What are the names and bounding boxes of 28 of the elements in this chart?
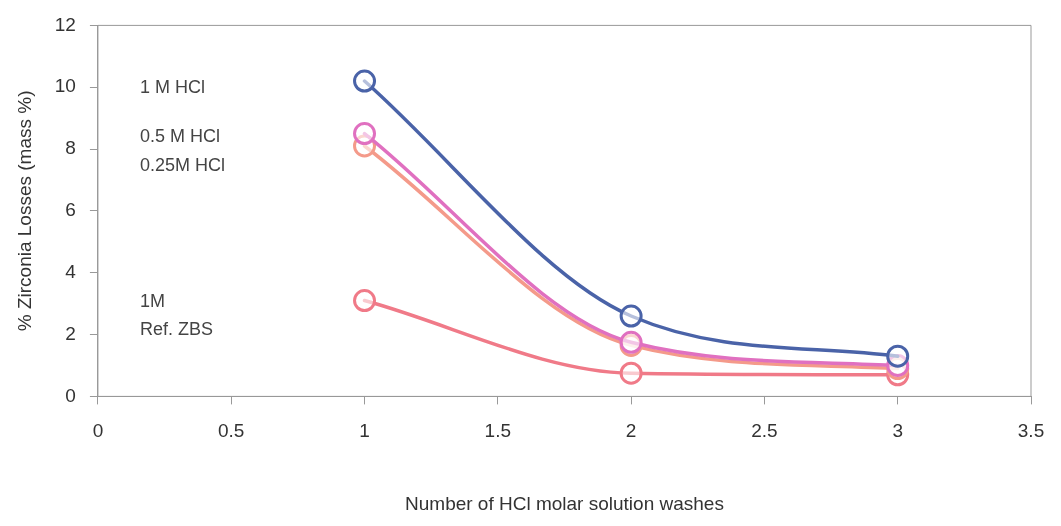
- annotation: 0.25M HCl: [139, 155, 225, 176]
- y-tick-label: 4: [65, 260, 77, 282]
- y-tick-label: 12: [54, 13, 76, 35]
- annotation: 1M: [139, 290, 165, 311]
- y-tick-label: 8: [65, 137, 76, 159]
- point: [619, 304, 643, 328]
- x-tick-label: 3: [892, 420, 903, 442]
- x-tick-label: 0: [92, 420, 104, 442]
- point: [886, 344, 910, 368]
- y-tick-label: 2: [65, 322, 76, 344]
- y-tick-label: 0: [65, 384, 76, 406]
- annotation: Ref. ZBS: [139, 318, 213, 339]
- annotation: 0.5 M HCl: [139, 125, 220, 146]
- y-tick-label: 6: [65, 199, 76, 221]
- point: [619, 361, 643, 385]
- x-axis-title: Number of HCl molar solution washes: [405, 492, 724, 514]
- x-tick-label: 2.5: [751, 420, 778, 442]
- x-tick-label: 2: [625, 420, 637, 442]
- y-tick-label: 10: [54, 75, 76, 97]
- x-tick-label: 3.5: [1017, 420, 1045, 442]
- point: [353, 122, 377, 146]
- y-axis-title: % Zirconia Losses (mass %): [13, 90, 35, 332]
- point: [353, 69, 377, 93]
- x-tick-label: 1: [359, 420, 370, 442]
- x-tick-label: 1.5: [484, 420, 512, 442]
- annotation: 1 M HCl: [139, 77, 205, 98]
- x-tick-label: 0.5: [218, 420, 245, 442]
- point: [353, 289, 377, 313]
